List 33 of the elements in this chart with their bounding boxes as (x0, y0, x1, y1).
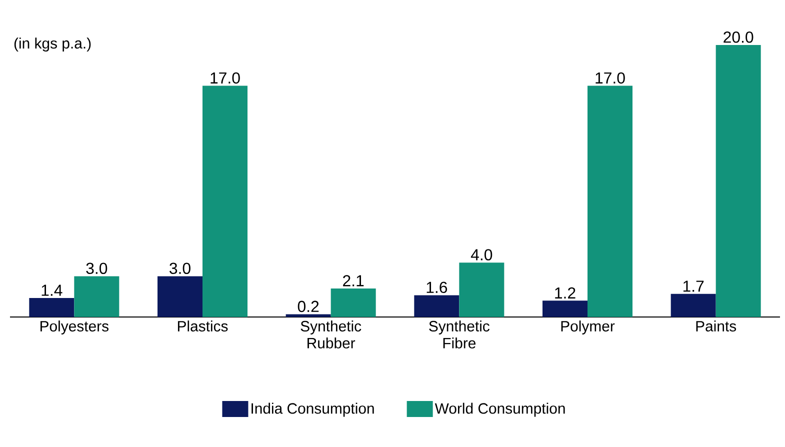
data-label: 17.0 (596, 72, 625, 84)
x-tick-label: Synthetic Fibre (429, 320, 490, 348)
bar (158, 276, 202, 317)
bar (202, 86, 248, 317)
data-label: 20.0 (724, 32, 754, 43)
x-tick-label: Synthetic Rubber (300, 320, 362, 348)
annotation: (in kgs p.a.) (14, 38, 91, 52)
bar (286, 314, 331, 317)
bar (542, 300, 588, 317)
legend-label: World Consumption (434, 402, 565, 417)
bar (414, 295, 460, 317)
data-label: 4.0 (470, 249, 492, 260)
data-label: 3.0 (86, 262, 108, 274)
bar (670, 294, 716, 317)
data-label: 1.7 (683, 280, 704, 292)
data-label: 1.2 (555, 287, 576, 298)
x-tick-label: Paints (696, 320, 736, 332)
data-label: 3.0 (170, 262, 190, 274)
x-tick-label: Polyesters (40, 320, 108, 334)
data-label: 17.0 (210, 72, 240, 84)
bar (459, 262, 504, 317)
legend-label: India Consumption (252, 402, 374, 417)
data-label: 2.1 (343, 275, 364, 286)
bar (74, 276, 120, 317)
data-label: 1.4 (42, 284, 62, 296)
data-label: 1.6 (426, 282, 448, 294)
bar (716, 44, 761, 317)
bar (330, 288, 376, 317)
x-tick-label: Plastics (178, 320, 228, 332)
data-label: 0.2 (298, 300, 319, 312)
x-tick-label: Polymer (561, 320, 615, 334)
bar (588, 86, 632, 317)
bar (29, 298, 74, 317)
